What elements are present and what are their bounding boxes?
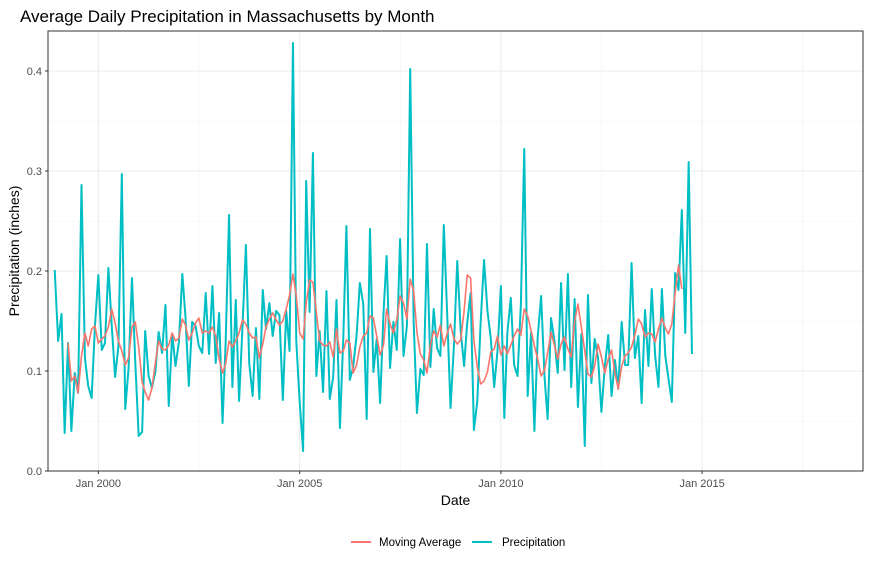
chart-title: Average Daily Precipitation in Massachus…	[20, 7, 435, 26]
y-axis: 0.0 0.1 0.2 0.3 0.4	[27, 66, 48, 478]
plot-panel	[48, 31, 863, 471]
y-tick-label: 0.4	[27, 66, 42, 78]
legend-label-precipitation: Precipitation	[502, 537, 565, 549]
y-tick-label: 0.0	[27, 466, 42, 478]
x-tick-label: Jan 2015	[679, 478, 724, 490]
legend: Moving Average Precipitation	[351, 537, 565, 549]
x-axis-title: Date	[441, 492, 471, 508]
y-tick-label: 0.1	[27, 366, 42, 378]
y-tick-label: 0.2	[27, 266, 42, 278]
x-tick-label: Jan 2010	[478, 478, 523, 490]
series-layer	[53, 42, 693, 452]
x-axis: Jan 2000 Jan 2005 Jan 2010 Jan 2015	[76, 471, 725, 490]
grid-lines	[48, 31, 863, 472]
x-tick-label: Jan 2000	[76, 478, 121, 490]
series-line-moving-average	[67, 264, 683, 401]
x-tick-label: Jan 2005	[277, 478, 322, 490]
panel-background	[48, 31, 863, 471]
legend-label-moving-average: Moving Average	[379, 537, 461, 549]
y-tick-label: 0.3	[27, 166, 42, 178]
panel-border	[47, 30, 864, 472]
y-axis-title: Precipitation (inches)	[6, 186, 22, 317]
